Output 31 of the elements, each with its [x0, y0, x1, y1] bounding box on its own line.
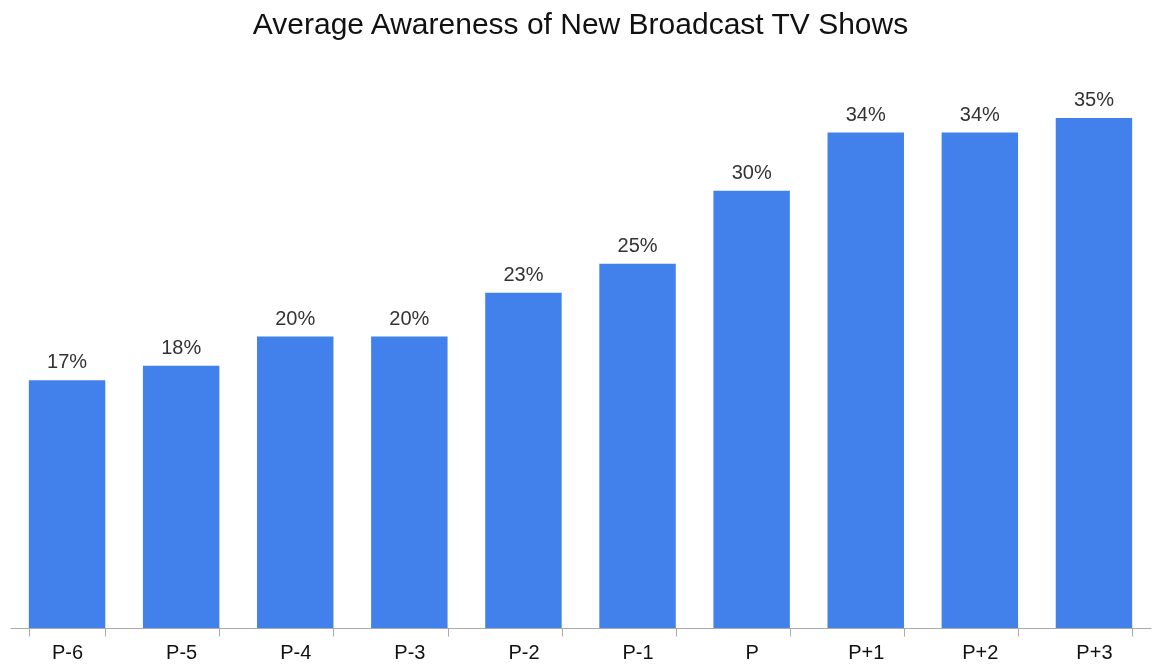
- x-tick-label: P-2: [508, 640, 540, 663]
- x-tick-label: P+2: [962, 640, 999, 663]
- data-label: 25%: [617, 233, 658, 256]
- data-label: 34%: [959, 102, 1001, 125]
- data-label: 30%: [731, 160, 772, 183]
- bar: [485, 292, 562, 628]
- data-label: 20%: [275, 306, 316, 329]
- data-label: 17%: [47, 350, 88, 373]
- x-tick-label: P-6: [51, 640, 84, 663]
- data-label: 23%: [503, 262, 544, 285]
- x-tick-label: P-1: [622, 640, 654, 663]
- data-label: 35%: [1073, 88, 1115, 110]
- x-tick-label: P+3: [1076, 640, 1113, 663]
- bar: [142, 365, 220, 628]
- data-label: 18%: [161, 335, 202, 358]
- bar: [713, 190, 790, 628]
- bar: [941, 132, 1019, 628]
- bar: [827, 132, 904, 628]
- x-tick-label: P-3: [394, 640, 426, 663]
- bar: [28, 380, 106, 628]
- data-label: 34%: [845, 102, 886, 125]
- chart-title: Average Awareness of New Broadcast TV Shows: [252, 7, 909, 40]
- bar: [257, 336, 334, 628]
- bar: [371, 336, 448, 628]
- data-label: 20%: [389, 306, 430, 329]
- x-tick-label: P+1: [848, 640, 885, 663]
- x-tick-label: P-5: [166, 640, 198, 663]
- bar: [599, 263, 676, 628]
- bar: [1055, 118, 1133, 628]
- x-tick-label: P-4: [280, 640, 312, 663]
- x-tick-label: P: [745, 640, 759, 663]
